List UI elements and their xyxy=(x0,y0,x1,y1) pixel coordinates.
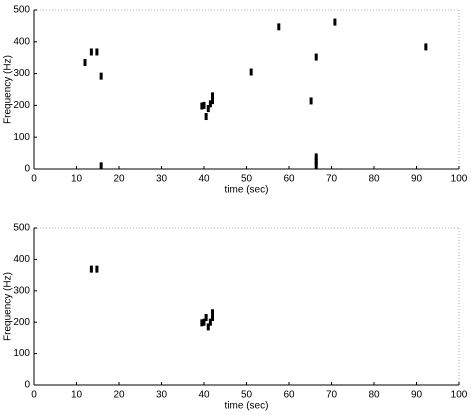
x-tick-label: 70 xyxy=(326,390,338,401)
point xyxy=(204,113,208,121)
x-axis-label: time (sec) xyxy=(225,401,269,412)
point xyxy=(309,97,313,105)
point xyxy=(211,313,214,321)
x-tick-label: 70 xyxy=(326,174,338,185)
y-tick-label: 100 xyxy=(13,348,30,359)
x-tick-label: 100 xyxy=(451,390,468,401)
point xyxy=(206,323,210,331)
point xyxy=(314,153,318,161)
x-tick-label: 80 xyxy=(368,174,380,185)
x-tick-label: 40 xyxy=(198,174,210,185)
y-tick-label: 0 xyxy=(24,380,30,391)
x-tick-label: 80 xyxy=(368,390,380,401)
y-tick-label: 400 xyxy=(13,36,30,47)
point xyxy=(200,319,204,327)
x-tick-label: 50 xyxy=(241,174,253,185)
x-tick-label: 0 xyxy=(31,390,37,401)
point xyxy=(211,97,214,105)
point xyxy=(208,318,212,326)
x-tick-label: 60 xyxy=(283,390,295,401)
point xyxy=(249,68,253,76)
y-tick-label: 0 xyxy=(24,164,30,175)
point xyxy=(83,58,87,66)
point xyxy=(89,265,93,273)
x-tick-label: 90 xyxy=(411,174,423,185)
y-tick-label: 200 xyxy=(13,100,30,111)
point xyxy=(424,43,428,51)
x-tick-label: 90 xyxy=(411,390,423,401)
x-tick-label: 60 xyxy=(283,174,295,185)
y-tick-label: 300 xyxy=(13,285,30,296)
x-tick-label: 30 xyxy=(156,390,168,401)
point xyxy=(314,161,318,169)
y-tick-label: 500 xyxy=(13,5,30,16)
point xyxy=(200,102,204,110)
point xyxy=(211,309,214,317)
y-tick-label: 500 xyxy=(13,223,30,234)
point xyxy=(314,53,318,61)
x-tick-label: 10 xyxy=(71,174,83,185)
y-tick-label: 300 xyxy=(13,68,30,79)
point xyxy=(95,265,99,273)
point xyxy=(204,313,208,321)
x-tick-label: 10 xyxy=(71,390,83,401)
point xyxy=(99,72,103,80)
x-tick-label: 0 xyxy=(31,174,37,185)
point xyxy=(89,48,93,56)
x-axis-label: time (sec) xyxy=(225,185,269,196)
point xyxy=(202,101,206,109)
point xyxy=(202,318,206,326)
y-axis-label: Frequency (Hz) xyxy=(3,55,14,124)
point xyxy=(99,162,103,170)
point xyxy=(333,18,337,26)
x-tick-label: 20 xyxy=(113,174,125,185)
x-tick-label: 100 xyxy=(451,174,468,185)
point xyxy=(206,105,210,113)
y-tick-label: 100 xyxy=(13,132,30,143)
point xyxy=(314,157,318,165)
x-tick-label: 20 xyxy=(113,390,125,401)
y-tick-label: 200 xyxy=(13,317,30,328)
point xyxy=(211,92,214,100)
y-tick-label: 400 xyxy=(13,254,30,265)
x-tick-label: 40 xyxy=(198,390,210,401)
point xyxy=(277,23,281,31)
y-axis-label: Frequency (Hz) xyxy=(3,272,14,341)
point xyxy=(208,100,212,108)
x-tick-label: 50 xyxy=(241,390,253,401)
point xyxy=(95,48,99,56)
x-tick-label: 30 xyxy=(156,174,168,185)
